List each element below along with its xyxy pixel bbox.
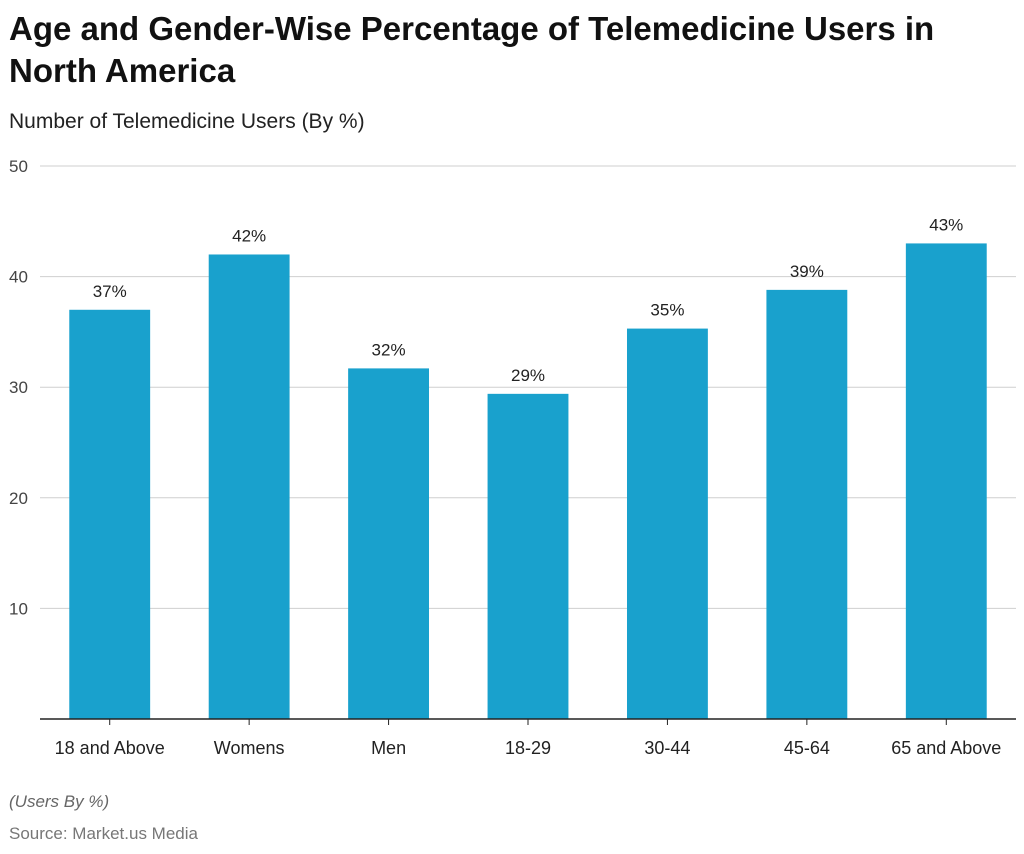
- x-tick-label: 65 and Above: [891, 738, 1001, 758]
- x-tick-label: 18-29: [505, 738, 551, 758]
- data-label: 37%: [93, 282, 127, 301]
- y-tick-label: 30: [9, 378, 28, 397]
- bar: [69, 309, 151, 719]
- bar: [766, 289, 848, 719]
- bar: [208, 254, 290, 719]
- chart-subtitle: Number of Telemedicine Users (By %): [9, 110, 365, 133]
- x-tick-label: 18 and Above: [55, 738, 165, 758]
- x-tick-label: Womens: [214, 738, 285, 758]
- chart-title: Age and Gender-Wise Percentage of Teleme…: [9, 10, 935, 89]
- x-tick-label: Men: [371, 738, 406, 758]
- bar: [487, 393, 569, 719]
- chart-source: Source: Market.us Media: [9, 824, 198, 843]
- chart-note: (Users By %): [9, 792, 110, 811]
- y-tick-label: 50: [9, 157, 28, 176]
- y-tick-label: 20: [9, 489, 28, 508]
- y-tick-label: 10: [9, 599, 28, 618]
- data-label: 43%: [929, 215, 963, 234]
- data-label: 29%: [511, 366, 545, 385]
- axes: 10 20 30 40 50 18 and Above Womens Men 18-29 30-4…: [9, 157, 1016, 758]
- y-tick-label: 40: [9, 268, 28, 287]
- data-label: 35%: [650, 301, 684, 320]
- bar-chart: 37% 42% 32% 29% 35% 39% 43% 10 20 30 40 50 18 and A…: [9, 157, 1016, 758]
- x-tick-label: 45-64: [784, 738, 830, 758]
- data-label: 39%: [790, 262, 824, 281]
- bar: [905, 243, 987, 720]
- bars: [69, 243, 987, 720]
- data-labels: 37% 42% 32% 29% 35% 39% 43%: [93, 215, 964, 384]
- grid-lines: [40, 165, 1016, 609]
- data-label: 42%: [232, 226, 266, 245]
- x-tick-label: 30-44: [644, 738, 690, 758]
- bar: [348, 368, 430, 719]
- bar: [626, 328, 708, 719]
- data-label: 32%: [372, 340, 406, 359]
